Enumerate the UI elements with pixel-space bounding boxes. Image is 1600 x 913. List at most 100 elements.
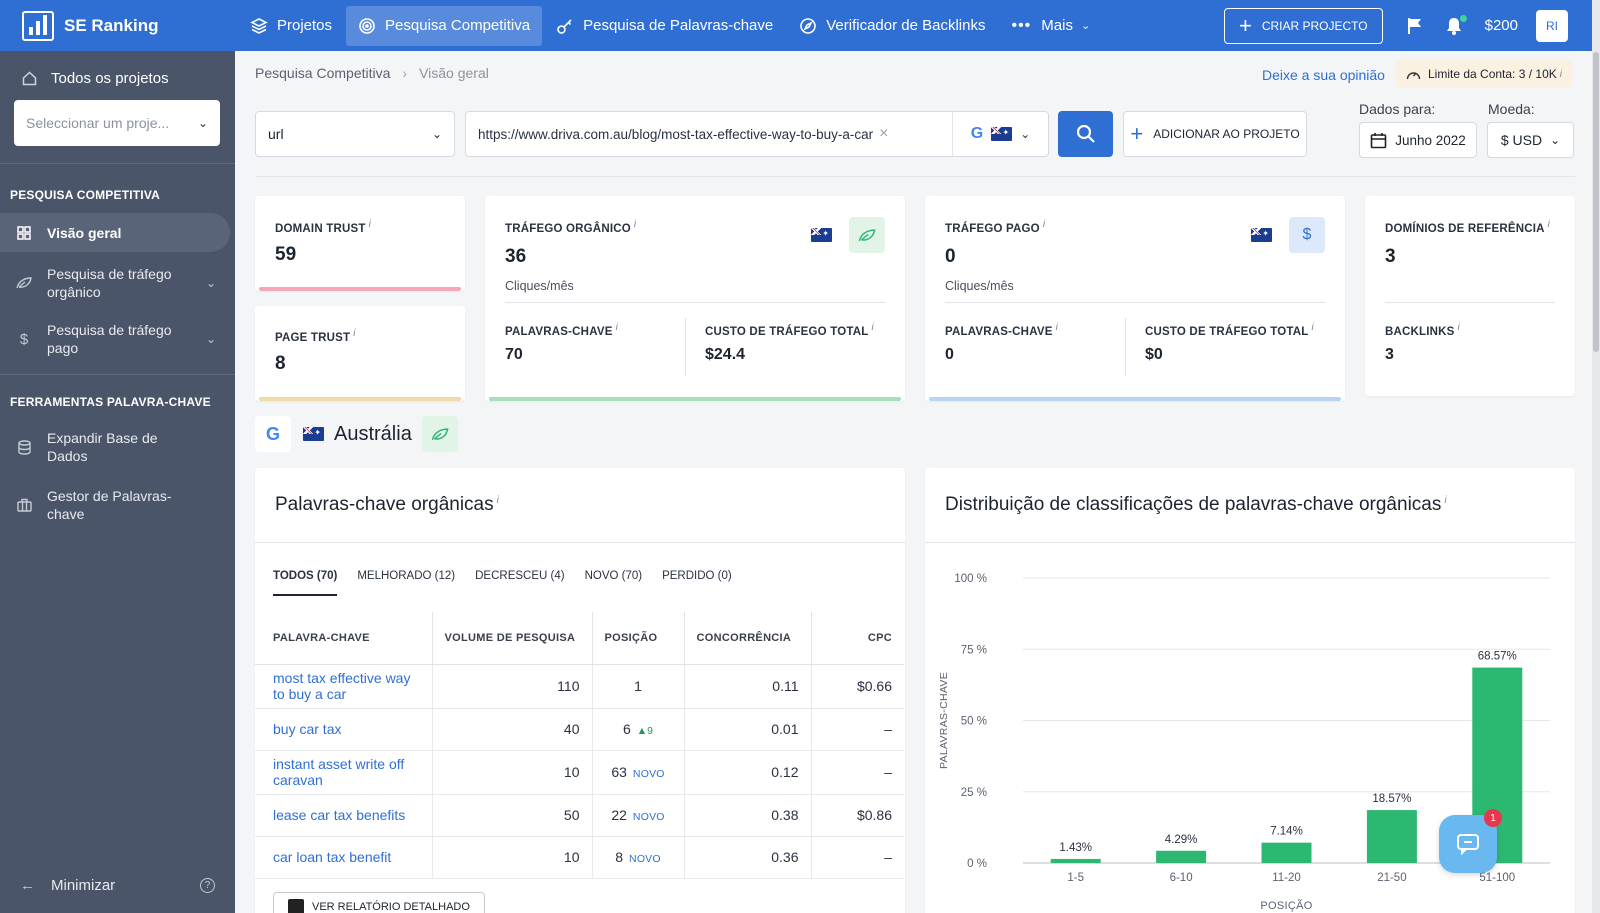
avatar[interactable]: RI: [1536, 9, 1568, 42]
info-icon[interactable]: i: [1559, 68, 1562, 80]
layers-icon: [250, 17, 268, 34]
detailed-report-label: VER RELATÓRIO DETALHADO: [312, 901, 470, 913]
chevron-down-icon: ⌄: [205, 276, 216, 290]
y-tick-label: 25 %: [961, 787, 987, 799]
breadcrumb-root[interactable]: Pesquisa Competitiva: [255, 65, 391, 81]
project-select[interactable]: Seleccionar um proje... ⌄: [14, 100, 220, 146]
keyword-link[interactable]: lease car tax benefits: [255, 794, 433, 837]
column-cpc[interactable]: CPC: [811, 612, 904, 665]
nav-pesquisa-competitiva[interactable]: Pesquisa Competitiva: [346, 5, 543, 46]
date-picker[interactable]: Junho 2022: [1359, 122, 1477, 158]
y-axis-label: PALAVRAS-CHAVE: [938, 672, 950, 769]
sidebar-item-all-projects[interactable]: Todos os projetos: [0, 51, 235, 106]
y-tick-label: 0 %: [967, 858, 987, 870]
column-competition[interactable]: CONCORRÊNCIA: [684, 612, 812, 665]
divider: [255, 542, 905, 543]
minimize-button[interactable]: ← Minimizar ?: [0, 857, 235, 913]
logo-icon: [22, 10, 54, 41]
organic-traffic-unit: Cliques/mês: [505, 279, 574, 293]
paid-keywords-value: 0: [945, 346, 954, 363]
keyword-link[interactable]: car loan tax benefit: [255, 836, 433, 879]
paid-traffic-value: 0: [945, 246, 956, 267]
sidebar-item-overview[interactable]: Visão geral: [0, 213, 230, 252]
grid-icon: [16, 225, 32, 240]
clear-icon[interactable]: ×: [879, 125, 889, 142]
nav-backlinks[interactable]: Verificador de Backlinks: [787, 6, 997, 46]
column-volume[interactable]: VOLUME DE PESQUISA: [432, 612, 593, 665]
tab-perdido[interactable]: PERDIDO (0): [662, 570, 732, 582]
sidebar-item-paid[interactable]: $ Pesquisa de tráfego pago ⌄: [0, 317, 230, 361]
nav-mais[interactable]: ••• Mais ⌄: [999, 6, 1102, 46]
cpc-cell: $0.86: [811, 794, 904, 837]
sidebar-item-expand-db[interactable]: Expandir Base de Dados: [0, 425, 230, 469]
create-project-button[interactable]: + CRIAR PROJECTO: [1223, 7, 1383, 44]
volume-cell: 40: [432, 708, 593, 751]
divider: [0, 163, 235, 164]
position-cell: 6 ▲9: [592, 708, 685, 751]
detailed-report-button[interactable]: VER RELATÓRIO DETALHADO: [273, 892, 485, 913]
organic-keywords-title: Palavras-chave orgânicas i: [275, 494, 499, 515]
url-input[interactable]: https://www.driva.com.au/blog/most-tax-e…: [465, 111, 1049, 157]
scrollbar-thumb[interactable]: [1593, 52, 1599, 352]
help-icon[interactable]: ?: [200, 877, 215, 893]
nav-palavras-chave[interactable]: Pesquisa de Palavras-chave: [544, 6, 785, 46]
tab-todos[interactable]: TODOS (70): [273, 570, 338, 596]
domain-trust-value: 59: [275, 244, 297, 265]
tab-melhorado[interactable]: MELHORADO (12): [357, 570, 456, 582]
search-mode-select[interactable]: url ⌄: [255, 111, 455, 157]
volume-cell: 110: [432, 664, 593, 709]
table-row: instant asset write off caravan 10 63 NOV…: [255, 750, 904, 795]
balance[interactable]: $200: [1484, 17, 1518, 34]
column-keyword[interactable]: PALAVRA-CHAVE: [255, 612, 433, 665]
chat-notification-badge: 1: [1484, 809, 1502, 827]
nav-projetos[interactable]: Projetos: [238, 6, 344, 46]
limit-value: 3 / 10K: [1518, 67, 1557, 81]
tab-novo[interactable]: NOVO (70): [584, 570, 643, 582]
currency-label: Moeda:: [1488, 101, 1535, 117]
currency-select[interactable]: $ USD ⌄: [1487, 122, 1574, 158]
ranking-distribution-chart: 0 % 25 % 50 % 75 % 100 % 1.43% 1-5 4.29% 6-10 7.1…: [938, 573, 1550, 912]
keyword-tabs: TODOS (70) MELHORADO (12) DECRESCEU (4) …: [273, 570, 752, 596]
ranking-distribution-title: Distribuição de classificações de palavr…: [945, 494, 1447, 515]
paid-cost-label: CUSTO DE TRÁFEGO TOTAL i: [1145, 322, 1314, 338]
organic-keywords-label: PALAVRAS-CHAVE i: [505, 322, 619, 338]
flag-icon[interactable]: [1407, 17, 1423, 35]
feedback-link[interactable]: Deixe a sua opinião: [1262, 67, 1385, 83]
location-name: Austrália: [334, 422, 412, 445]
kw-manager-label: Gestor de Palavras-chave: [47, 488, 172, 522]
breadcrumb: Pesquisa Competitiva › Visão geral: [255, 65, 489, 81]
y-tick-label: 50 %: [961, 716, 987, 728]
keyword-link[interactable]: buy car tax: [255, 708, 433, 751]
nav-mais-label: Mais: [1041, 17, 1073, 34]
overview-label: Visão geral: [47, 224, 122, 241]
sidebar-item-kw-manager[interactable]: Gestor de Palavras-chave: [0, 483, 230, 527]
sidebar-item-organic[interactable]: Pesquisa de tráfego orgânico ⌄: [0, 261, 230, 305]
x-tick-label: 11-20: [1272, 872, 1301, 884]
gauge-icon: [1406, 71, 1421, 79]
plus-icon: +: [1130, 121, 1144, 146]
scrollbar[interactable]: [1592, 0, 1600, 913]
search-button[interactable]: [1058, 111, 1113, 157]
divider: [1385, 302, 1555, 303]
page-trust-card: PAGE TRUST i 8: [255, 306, 465, 401]
position-cell: 22 NOVO: [592, 794, 685, 837]
column-position[interactable]: POSIÇÃO: [592, 612, 685, 665]
paid-traffic-bar: [929, 397, 1341, 401]
position-cell: 1: [592, 664, 685, 709]
keyword-link[interactable]: instant asset write off caravan: [255, 750, 433, 795]
search-engine-select[interactable]: G ⌄: [952, 112, 1048, 156]
bar-value-label: 68.57%: [1478, 651, 1517, 663]
tab-decresceu[interactable]: DECRESCEU (4): [475, 570, 565, 582]
bell-icon[interactable]: [1445, 14, 1467, 35]
nav-projetos-label: Projetos: [277, 17, 333, 34]
chevron-down-icon: ⌄: [431, 127, 442, 141]
add-to-project-button[interactable]: + ADICIONAR AO PROJETO: [1123, 111, 1307, 157]
brand-logo[interactable]: SE Ranking: [0, 10, 238, 41]
organic-cost-value: $24.4: [705, 346, 746, 363]
keyword-link[interactable]: most tax effective way to buy a car: [255, 664, 433, 709]
new-badge: NOVO: [629, 853, 661, 865]
organic-traffic-value: 36: [505, 246, 527, 267]
divider: [505, 302, 885, 303]
chevron-down-icon: ⌄: [205, 332, 216, 346]
